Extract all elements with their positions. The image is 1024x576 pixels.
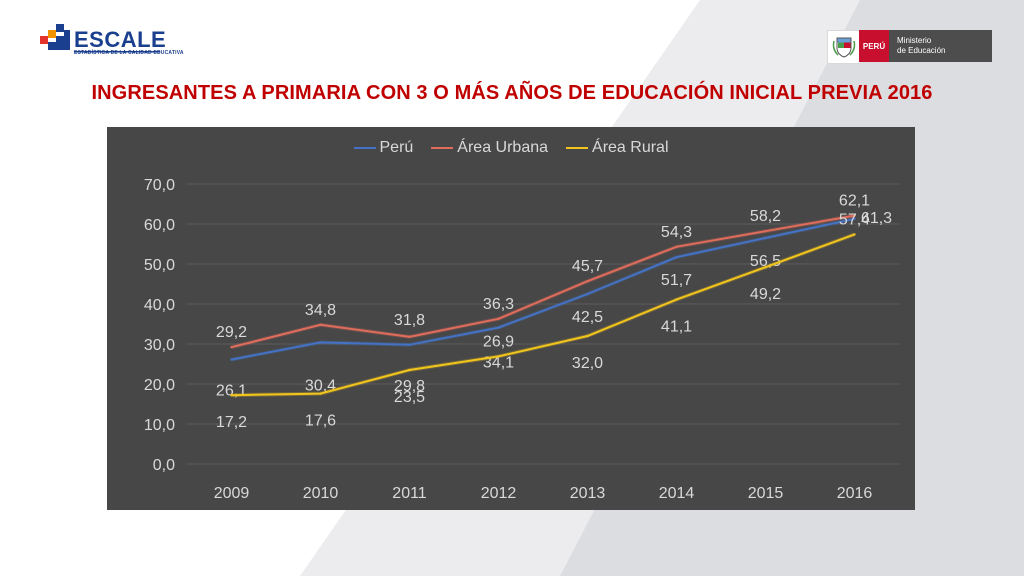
- legend-item-peru: Perú: [353, 139, 414, 157]
- data-point-peru: [675, 256, 678, 259]
- data-label-rural: 57,4: [839, 211, 870, 228]
- legend-line-urbana: [431, 147, 454, 149]
- y-tick-label: 50,0: [144, 257, 175, 274]
- ministry-name-line2: de Educación: [897, 46, 946, 55]
- data-point-peru: [497, 326, 500, 329]
- data-label-urbana: 34,8: [305, 302, 336, 319]
- data-point-urbana: [586, 280, 589, 283]
- data-label-urbana: 54,3: [661, 224, 692, 241]
- data-label-peru: 42,5: [572, 309, 603, 326]
- escale-logo-subtitle: ESTADÍSTICA DE LA CALIDAD EDUCATIVA: [74, 50, 184, 56]
- x-tick-label: 2014: [659, 485, 695, 502]
- data-point-rural: [497, 355, 500, 358]
- data-label-urbana: 58,2: [750, 208, 781, 225]
- data-point-rural: [230, 394, 233, 397]
- data-point-peru: [230, 358, 233, 361]
- legend-line-rural: [566, 147, 589, 149]
- x-tick-label: 2010: [303, 485, 339, 502]
- ministry-logo: PERÚ Ministerio de Educación: [827, 30, 992, 64]
- data-point-urbana: [230, 346, 233, 349]
- data-point-peru: [586, 292, 589, 296]
- legend-line-peru: [353, 147, 376, 149]
- data-label-rural: 17,2: [216, 414, 247, 431]
- legend-item-urbana: Área Urbana: [431, 139, 548, 157]
- data-label-rural: 23,5: [394, 389, 425, 406]
- data-point-rural: [675, 298, 678, 301]
- x-tick-label: 2009: [214, 485, 250, 502]
- data-label-urbana: 31,8: [394, 312, 425, 329]
- x-tick-label: 2011: [392, 485, 427, 502]
- y-tick-label: 10,0: [144, 417, 175, 434]
- data-point-urbana: [675, 245, 678, 248]
- line-chart: 0,0 10,0 20,0 30,0 40,0 50,0 60,0 70,0 2009 2010 2…: [144, 177, 899, 502]
- data-point-urbana: [764, 230, 767, 233]
- series-line-rural: [231, 233, 855, 397]
- y-tick-label: 0,0: [153, 457, 175, 474]
- data-point-rural: [408, 368, 411, 372]
- x-tick-label: 2016: [837, 485, 873, 502]
- series-line-peru: [231, 217, 855, 361]
- data-point-rural: [586, 334, 589, 338]
- data-point-peru: [408, 343, 411, 346]
- data-label-rural: 49,2: [750, 286, 781, 303]
- data-point-rural: [764, 266, 767, 269]
- data-label-urbana: 29,2: [216, 324, 247, 341]
- data-point-rural: [853, 233, 856, 236]
- data-point-urbana: [319, 323, 322, 326]
- data-label-peru: 34,1: [483, 355, 514, 372]
- data-label-peru: 61,3: [861, 210, 892, 227]
- data-label-rural: 17,6: [305, 413, 336, 430]
- data-label-peru: 30,4: [305, 377, 336, 394]
- y-tick-label: 20,0: [144, 377, 175, 394]
- legend-label-rural: Área Rural: [592, 139, 669, 156]
- legend-label-peru: Perú: [379, 139, 414, 156]
- data-label-peru: 51,7: [661, 272, 692, 289]
- data-label-urbana: 45,7: [572, 258, 603, 275]
- data-point-rural: [319, 392, 322, 395]
- chart-legend: Perú Área Urbana Área Rural: [107, 139, 915, 157]
- data-label-rural: 26,9: [483, 333, 514, 350]
- x-tick-label: 2013: [570, 485, 606, 502]
- y-tick-label: 70,0: [144, 177, 175, 194]
- ministry-name: Ministerio de Educación: [889, 30, 992, 62]
- data-label-rural: 32,0: [572, 355, 603, 372]
- data-label-urbana: 36,3: [483, 296, 514, 313]
- data-label-peru: 56,5: [750, 253, 781, 270]
- y-tick-label: 40,0: [144, 297, 175, 314]
- series-line-urbana: [231, 214, 855, 349]
- peru-shield-icon: [827, 30, 861, 64]
- page-title: INGRESANTES A PRIMARIA CON 3 O MÁS AÑOS …: [91, 82, 933, 104]
- data-point-urbana: [408, 335, 411, 338]
- series-glow-urbana: [231, 213, 855, 350]
- y-tick-label: 60,0: [144, 217, 175, 234]
- data-point-peru: [853, 217, 856, 220]
- peru-label: PERÚ: [859, 30, 889, 62]
- legend-item-rural: Área Rural: [566, 139, 669, 157]
- data-point-peru: [764, 236, 767, 240]
- chart-container: 0,0 10,0 20,0 30,0 40,0 50,0 60,0 70,0 2009 2010 2…: [107, 127, 915, 510]
- data-point-urbana: [497, 317, 500, 320]
- x-tick-label: 2012: [481, 485, 517, 502]
- ministry-name-line1: Ministerio: [897, 36, 932, 45]
- data-label-urbana: 62,1: [839, 193, 870, 210]
- x-tick-label: 2015: [748, 485, 784, 502]
- data-point-peru: [319, 341, 322, 344]
- data-label-peru: 29,8: [394, 378, 425, 395]
- data-point-urbana: [853, 214, 856, 217]
- escale-logo-text: ESCALE: [74, 27, 167, 52]
- data-label-rural: 41,1: [661, 319, 692, 336]
- legend-label-urbana: Área Urbana: [457, 139, 549, 156]
- escale-logo-icon: [40, 24, 160, 53]
- y-tick-label: 30,0: [144, 337, 175, 354]
